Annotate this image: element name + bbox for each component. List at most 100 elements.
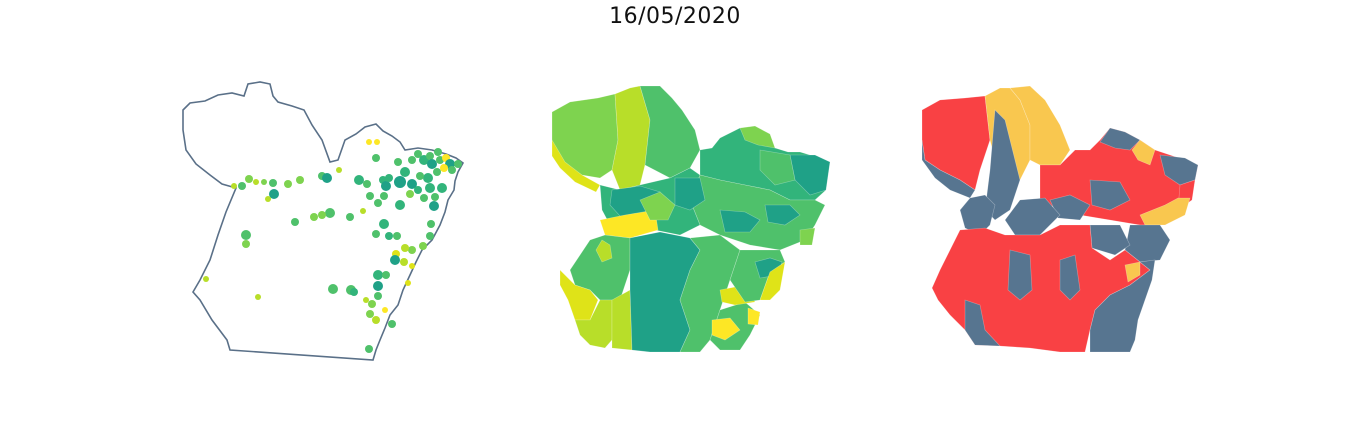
municipality-point (296, 176, 304, 184)
classification-region (1131, 139, 1156, 166)
municipality-point (382, 271, 390, 279)
municipality-point (401, 244, 409, 252)
classification-region (1099, 127, 1141, 151)
municipality-point (433, 168, 441, 176)
municipality-point (429, 201, 439, 211)
municipality-point (373, 270, 383, 280)
municipality-point (385, 174, 393, 182)
classification-region (964, 299, 1001, 347)
municipality-point (322, 173, 332, 183)
classification-regions (921, 85, 1199, 353)
municipality-point (414, 150, 422, 158)
choropleth-region (719, 209, 761, 233)
municipality-point (437, 183, 447, 193)
classification-region (1089, 179, 1131, 211)
municipality-point (393, 232, 401, 240)
municipality-point (408, 246, 416, 254)
choropleth-region (739, 125, 776, 149)
municipality-point (241, 230, 251, 240)
classification-region (921, 95, 991, 191)
municipality-point (381, 181, 391, 191)
municipality-point (373, 281, 383, 291)
municipality-point (261, 179, 267, 185)
choropleth-region (595, 239, 613, 263)
choropleth-region (759, 261, 786, 301)
municipality-point (318, 211, 326, 219)
municipality-point (405, 280, 411, 286)
choropleth-region (799, 227, 816, 246)
municipality-point (385, 232, 393, 240)
choropleth-region (674, 177, 706, 211)
choropleth-region (759, 149, 796, 186)
municipality-point (374, 139, 380, 145)
municipality-point (426, 232, 434, 240)
classification-region (1059, 254, 1081, 301)
municipality-point (380, 192, 388, 200)
municipality-point (360, 208, 366, 214)
municipality-point (448, 166, 456, 174)
municipality-point (382, 307, 388, 313)
municipality-point (265, 196, 271, 202)
figure-title: 16/05/2020 (609, 4, 741, 29)
municipality-point (363, 180, 371, 188)
municipality-point (379, 219, 389, 229)
municipality-point (409, 263, 415, 269)
municipality-point (395, 200, 405, 210)
municipality-point (427, 220, 435, 228)
municipality-point (394, 158, 402, 166)
classification-region (1089, 259, 1156, 353)
municipality-point (325, 208, 335, 218)
municipality-point (253, 179, 259, 185)
municipality-point (426, 152, 434, 160)
municipality-point (284, 180, 292, 188)
municipality-point (269, 189, 279, 199)
classification-region (921, 139, 976, 199)
municipality-point (407, 179, 417, 189)
choropleth-region (639, 191, 676, 221)
choropleth-region (551, 138, 601, 193)
municipality-point (336, 167, 342, 173)
municipality-point (408, 156, 416, 164)
state-outline (182, 81, 465, 361)
municipality-point (454, 160, 462, 168)
municipality-point (425, 183, 435, 193)
municipality-point (203, 276, 209, 282)
municipality-point (394, 176, 406, 188)
municipality-point (366, 192, 374, 200)
choropleth-regions (551, 85, 831, 353)
choropleth-region (711, 317, 741, 341)
choropleth-region (764, 204, 801, 226)
municipality-point (366, 139, 372, 145)
municipality-point (400, 258, 408, 266)
municipality-point (414, 186, 422, 194)
choropleth-region (611, 85, 651, 191)
municipality-point (291, 218, 299, 226)
municipality-point (350, 288, 358, 296)
municipality-point (427, 159, 437, 169)
classification-region (984, 109, 1021, 221)
municipality-point (374, 199, 382, 207)
municipality-point (310, 213, 318, 221)
municipality-point (365, 345, 373, 353)
municipality-point (269, 179, 277, 187)
municipality-points (203, 139, 462, 353)
municipality-point (346, 213, 354, 221)
municipality-point (354, 175, 364, 185)
choropleth-region (689, 174, 826, 251)
municipality-point (231, 183, 237, 189)
municipality-point (238, 182, 246, 190)
municipality-point (406, 190, 414, 198)
municipality-point (416, 172, 424, 180)
municipality-point (255, 294, 261, 300)
municipality-point (372, 316, 380, 324)
municipality-point (328, 284, 338, 294)
municipality-point (420, 194, 428, 202)
municipality-point (400, 167, 410, 177)
municipality-point (419, 242, 427, 250)
municipality-point (363, 297, 369, 303)
municipality-point (434, 148, 442, 156)
municipality-point (390, 255, 400, 265)
